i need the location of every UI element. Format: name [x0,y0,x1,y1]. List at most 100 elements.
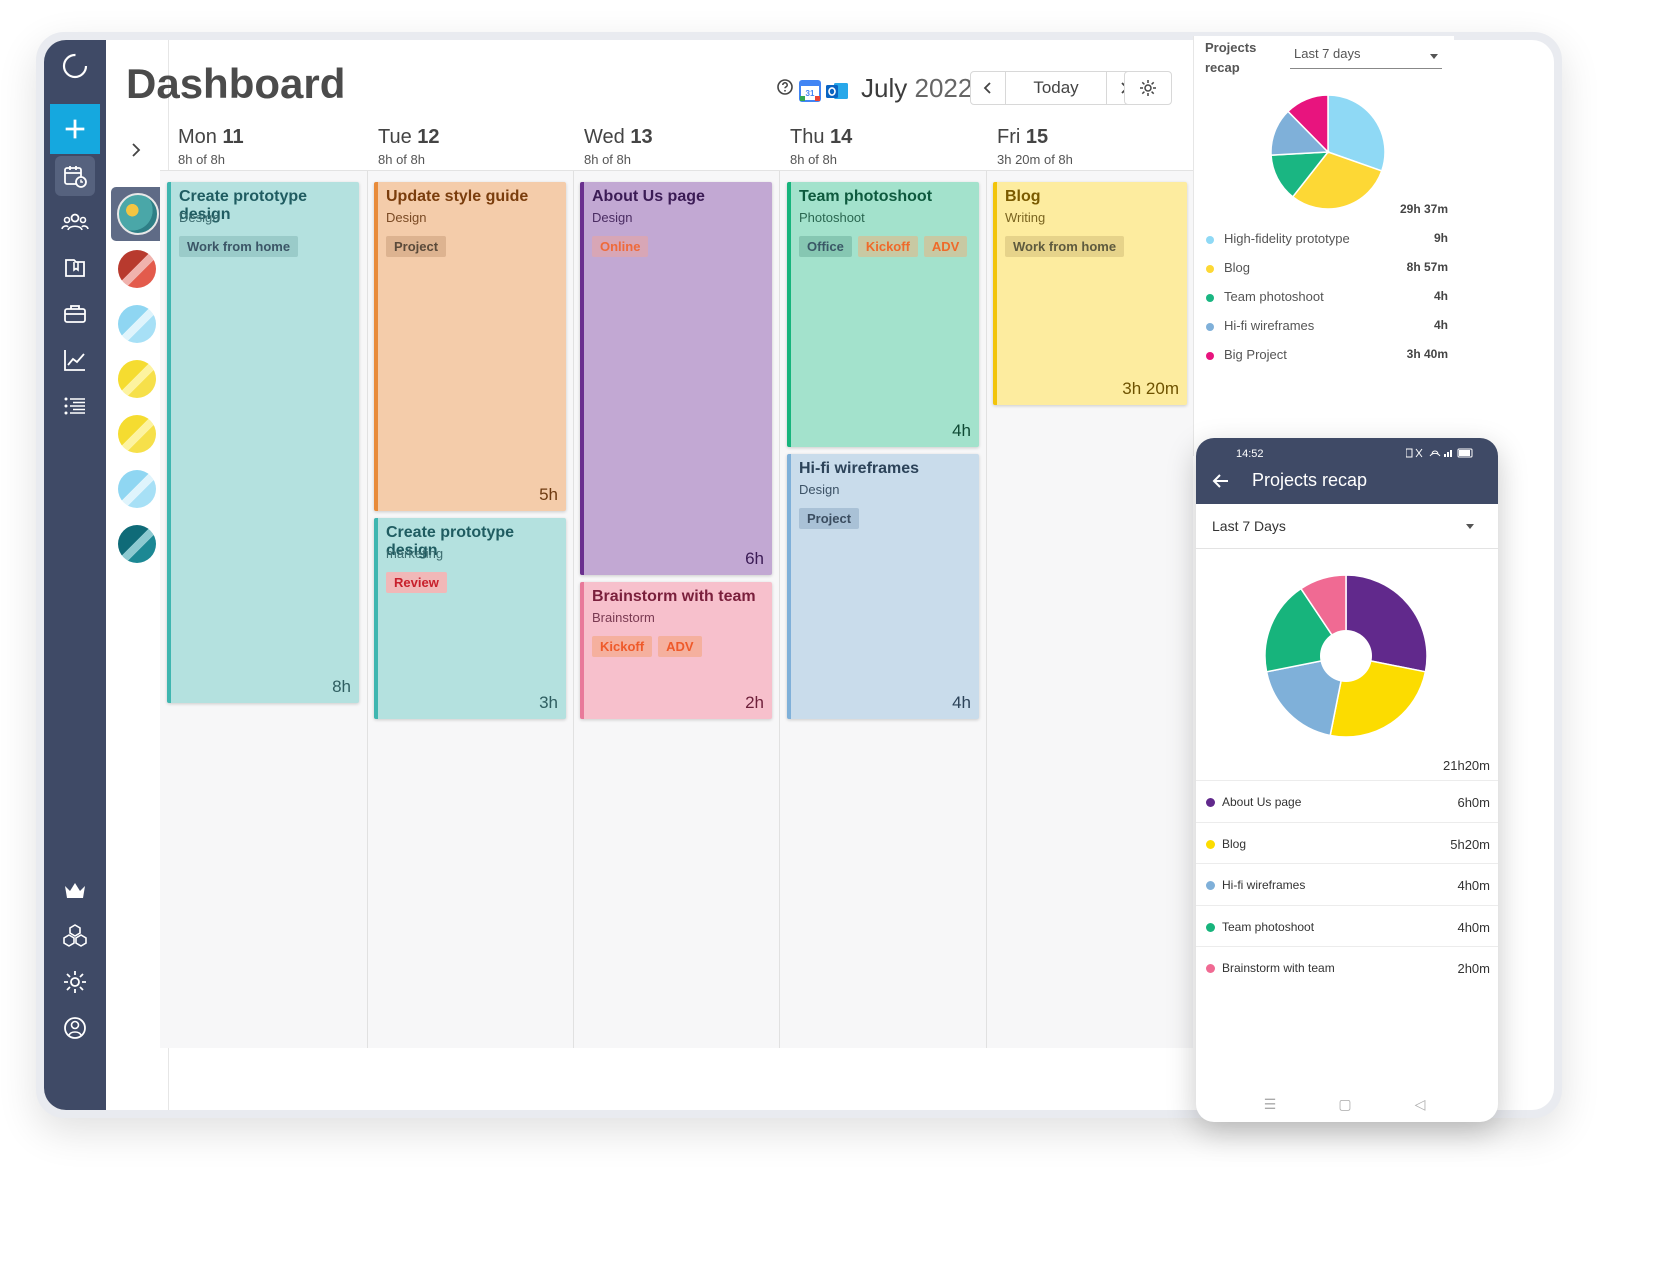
legend-value: 4h [1433,318,1448,332]
back-arrow-icon[interactable] [1210,470,1232,492]
chevron-down-icon [1466,524,1474,529]
event-title: Create prototype design [179,188,308,223]
legend-value: 8h 57m [1406,260,1448,274]
event-subtitle: Design [592,210,633,225]
android-nav-bar: ☰ ▢ ◁ [1196,1092,1498,1116]
day-number: 14 [830,126,853,148]
day-header-wed: Wed 13 8h of 8h [566,116,782,170]
legend-color-dot [1206,265,1214,273]
avatar[interactable] [118,470,156,508]
tag-badge: Review [386,572,447,593]
event-duration: 3h [539,693,558,712]
nav-projects-icon[interactable] [55,248,95,288]
prev-week-button[interactable] [971,72,1006,104]
plus-icon [65,119,85,139]
status-bar-icons [1405,448,1476,461]
event-card[interactable]: Create prototype design marketing Review… [374,518,566,719]
column-divider [573,171,574,1048]
calendar-settings-button[interactable] [1124,71,1172,105]
nav-list-icon[interactable] [55,386,95,426]
outlook-icon[interactable] [825,80,849,102]
legend-value: 6h0m [1457,795,1490,810]
recap-legend-item: Big Project 3h 40m [1206,346,1448,366]
avatar[interactable] [118,360,156,398]
pie-slice [1291,151,1383,210]
integrations-cubes-icon[interactable] [55,916,95,956]
pie-slice [1286,94,1329,154]
event-card[interactable]: Team photoshoot Photoshoot Office Kickof… [787,182,979,447]
menu-icon[interactable]: ☰ [1263,1096,1277,1112]
recap-legend-item: High-fidelity prototype 9h [1206,230,1448,250]
current-month: July 2022 [861,73,972,104]
day-hours: 8h of 8h [178,152,225,167]
date-navigation: Today [970,71,1142,105]
avatar[interactable] [118,525,156,563]
mobile-app-mockup: 14:52 Projects recap Last 7 Days 21h20m … [1196,438,1498,1122]
mobile-legend-item[interactable]: Hi-fi wireframes 4h0m [1196,863,1498,906]
event-duration: 5h [539,485,558,504]
event-duration: 4h [952,421,971,440]
home-square-icon[interactable]: ▢ [1338,1096,1352,1112]
app-logo-icon [55,46,95,86]
event-title: Update style guide [386,188,529,205]
status-bar-time: 14:52 [1236,448,1264,460]
nav-clients-icon[interactable] [55,294,95,334]
nav-timesheet-icon[interactable] [55,156,95,196]
event-card[interactable]: Blog Writing Work from home 3h 20m [993,182,1187,405]
today-button[interactable]: Today [1033,78,1079,97]
google-calendar-icon[interactable]: 31 [799,80,821,102]
legend-label: Hi-fi wireframes [1224,318,1315,333]
profile-icon[interactable] [55,1008,95,1048]
mobile-range-value: Last 7 Days [1212,518,1286,534]
mobile-legend-item[interactable]: Brainstorm with team 2h0m [1196,946,1498,989]
avatar[interactable] [118,250,156,288]
day-number: 11 [222,126,244,148]
legend-label: Brainstorm with team [1222,961,1335,975]
mobile-range-select[interactable]: Last 7 Days [1196,504,1498,549]
legend-label: About Us page [1222,795,1302,809]
avatar[interactable] [118,415,156,453]
crown-icon[interactable] [55,870,95,910]
legend-label: Blog [1224,260,1251,275]
tag-badge: Online [592,236,649,257]
back-triangle-icon[interactable]: ◁ [1414,1096,1426,1112]
chevron-down-icon [1430,54,1438,59]
nav-team-icon[interactable] [55,202,95,242]
recap-total: 29h 37m [1399,202,1448,216]
mobile-legend-item[interactable]: Blog 5h20m [1196,821,1498,865]
avatar[interactable] [118,305,156,343]
nav-reports-icon[interactable] [55,340,95,380]
event-card[interactable]: Hi-fi wireframes Design Project 4h [787,454,979,719]
recap-pie-chart [1270,94,1386,210]
event-card[interactable]: About Us page Design Online 6h [580,182,772,575]
mobile-legend-item[interactable]: About Us page 6h0m [1196,780,1498,823]
settings-gear-icon[interactable] [55,962,95,1002]
legend-color-dot [1206,294,1214,302]
event-subtitle: Brainstorm [592,610,655,625]
event-card[interactable]: Create prototype design Design Work from… [167,182,359,703]
add-entry-button[interactable] [50,104,100,154]
day-name: Fri [997,126,1021,148]
event-duration: 6h [745,549,764,568]
event-subtitle: marketing [386,546,444,561]
event-card[interactable]: Update style guide Design Project 5h [374,182,566,511]
event-subtitle: Design [799,482,840,497]
chevron-right-icon[interactable] [126,140,146,160]
tag-badge: Work from home [1005,236,1125,257]
event-title: About Us page [592,188,705,205]
tag-badge: Office [799,236,852,257]
event-duration: 4h [952,693,971,712]
day-header-fri: Fri 15 3h 20m of 8h [979,116,1195,170]
day-name: Mon [178,126,217,148]
recap-range-select[interactable]: Last 7 days [1290,42,1442,69]
projects-recap-panel: Projects recap Last 7 days 29h 37m High-… [1193,36,1454,456]
legend-value: 4h [1433,289,1448,303]
mobile-legend-item[interactable]: Team photoshoot 4h0m [1196,904,1498,948]
event-card[interactable]: Brainstorm with team Brainstorm Kickoff … [580,582,772,719]
day-number: 13 [630,126,653,148]
day-header-tue: Tue 12 8h of 8h [360,116,576,170]
event-title: Create prototype design [386,524,515,559]
help-icon[interactable] [776,78,794,96]
legend-value: 2h0m [1457,961,1490,976]
selected-avatar[interactable] [111,187,165,241]
